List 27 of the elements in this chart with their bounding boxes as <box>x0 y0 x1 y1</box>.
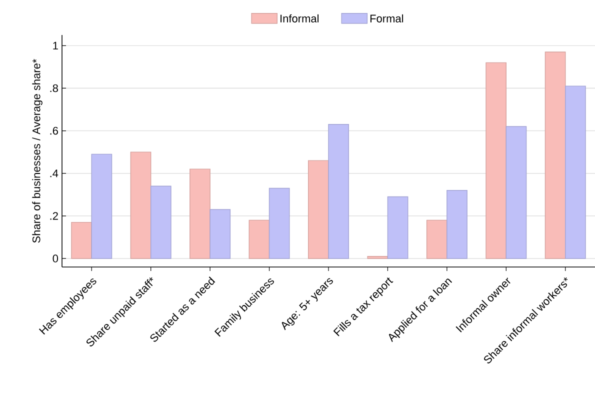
legend-label: Informal <box>280 14 319 22</box>
legend-label: Formal <box>370 14 404 22</box>
bar <box>210 209 231 259</box>
bar <box>71 222 92 259</box>
bar <box>387 196 408 259</box>
bar <box>506 126 527 259</box>
y-axis-title: Share of businesses / Average share* <box>32 58 42 243</box>
y-tick-label: .4 <box>50 170 58 178</box>
bar <box>268 188 290 259</box>
y-tick-label: .2 <box>50 212 58 220</box>
bar <box>328 124 349 259</box>
y-tick-label: .6 <box>50 126 58 135</box>
bar <box>190 168 210 259</box>
bar <box>91 154 112 259</box>
bar <box>150 186 172 259</box>
bar <box>248 220 270 259</box>
bar <box>130 152 152 259</box>
bar <box>544 52 566 259</box>
bar <box>426 220 448 259</box>
bar <box>367 256 388 259</box>
bar <box>486 62 506 259</box>
bar <box>446 190 468 259</box>
y-tick-label: .8 <box>50 84 58 92</box>
bar <box>565 86 586 259</box>
y-tick-label: 1 <box>53 42 58 50</box>
bar <box>308 160 329 259</box>
y-tick-label: 0 <box>52 254 58 262</box>
